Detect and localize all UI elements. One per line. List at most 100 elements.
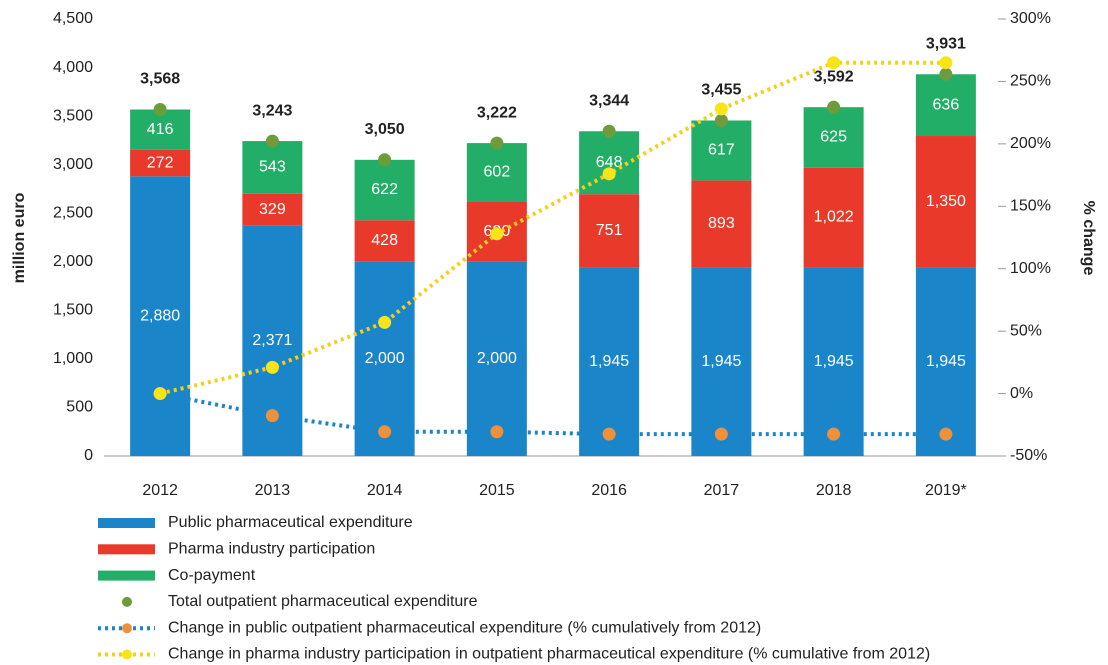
bar-segment [130, 109, 191, 150]
legend-label: Total outpatient pharmaceutical expendit… [168, 593, 478, 610]
y2-tick-label: 150% [1010, 198, 1051, 215]
bar-value-label: 622 [371, 181, 398, 198]
change-marker [378, 315, 392, 329]
total-marker [939, 67, 953, 81]
bar-value-label: 1,945 [926, 353, 966, 370]
y2-tick-label: 0% [1010, 385, 1033, 402]
bar-value-label: 648 [596, 154, 623, 171]
total-marker [265, 134, 279, 148]
bar-segment [803, 167, 864, 268]
bar-segment [691, 120, 752, 181]
y-tick-label: 2,500 [53, 204, 93, 221]
y-tick-label: 1,500 [53, 302, 93, 319]
bar-segment [242, 141, 303, 194]
change-marker [827, 427, 841, 441]
total-marker [378, 153, 392, 167]
change-marker [153, 387, 167, 401]
change-marker [265, 409, 279, 423]
bar-value-label: 625 [820, 129, 847, 146]
y2-tick-label: -50% [1010, 447, 1047, 464]
y-axis-title: million euro [11, 192, 28, 283]
total-label: 3,344 [589, 92, 629, 109]
bar-segment [130, 149, 191, 177]
legend-swatch [98, 544, 155, 555]
change-marker [490, 425, 504, 439]
bar-segment [803, 267, 864, 456]
bar-segment [691, 267, 752, 456]
x-tick-label: 2017 [704, 482, 740, 499]
bar-segment [579, 267, 640, 456]
total-marker [827, 100, 841, 114]
total-marker [714, 113, 728, 127]
bar-segment [354, 159, 415, 221]
bar-segment [354, 220, 415, 262]
legend-swatch [122, 596, 132, 607]
x-tick-label: 2013 [255, 482, 291, 499]
x-tick-label: 2014 [367, 482, 403, 499]
total-label: 3,243 [252, 102, 292, 119]
y2-tick-label: 200% [1010, 135, 1051, 152]
bar-segment [466, 143, 527, 202]
bar-value-label: 617 [708, 142, 735, 159]
change-marker [265, 360, 279, 374]
bar-value-label: 2,371 [252, 332, 292, 349]
total-label: 3,568 [140, 71, 180, 88]
y-tick-label: 3,000 [53, 156, 93, 173]
bar-segment [466, 261, 527, 456]
y-tick-label: 500 [66, 399, 93, 416]
y-tick-label: 4,000 [53, 59, 93, 76]
y2-tick-label: 250% [1010, 73, 1051, 90]
bar-value-label: 636 [933, 96, 960, 113]
y2-tick-label: 100% [1010, 260, 1051, 277]
x-tick-label: 2018 [816, 482, 852, 499]
total-label: 3,222 [477, 104, 517, 121]
change-marker [939, 427, 953, 441]
bar-value-label: 893 [708, 215, 735, 232]
bar-segment [915, 74, 976, 137]
bar-value-label: 1,945 [701, 353, 741, 370]
x-tick-label: 2015 [479, 482, 515, 499]
legend-label: Co-payment [168, 567, 256, 584]
bar-value-label: 751 [596, 222, 623, 239]
total-marker [602, 124, 616, 138]
x-tick-label: 2016 [591, 482, 627, 499]
bar-segment [579, 194, 640, 268]
bar-value-label: 602 [484, 164, 511, 181]
total-label: 3,931 [926, 35, 966, 52]
bar-value-label: 2,880 [140, 307, 180, 324]
bar-segment [915, 136, 976, 268]
bar-value-label: 1,350 [926, 193, 966, 210]
bar-value-label: 2,000 [365, 350, 405, 367]
change-line [159, 60, 946, 396]
legend-label: Pharma industry participation [168, 541, 375, 558]
total-label: 3,455 [701, 82, 741, 99]
y2-tick-label: 50% [1010, 322, 1042, 339]
change-marker [378, 425, 392, 439]
change-marker [827, 56, 841, 70]
y-tick-label: 3,500 [53, 107, 93, 124]
change-marker [939, 56, 953, 70]
total-label: 3,050 [365, 121, 405, 138]
total-marker [153, 103, 167, 117]
bar-segment [354, 261, 415, 456]
total-label: 3,592 [814, 68, 854, 85]
legend-label: Public pharmaceutical expenditure [168, 514, 413, 531]
total-marker [490, 136, 504, 150]
change-marker [714, 427, 728, 441]
y-tick-label: 1,000 [53, 350, 93, 367]
bar-value-label: 1,945 [814, 353, 854, 370]
y2-tick-label: 300% [1010, 10, 1051, 27]
bar-segment [915, 267, 976, 456]
y-tick-label: 4,500 [53, 10, 93, 27]
legend-swatch [122, 649, 132, 660]
bar-segment [803, 107, 864, 168]
change-marker [714, 102, 728, 116]
bar-segment [691, 180, 752, 268]
bar-value-label: 428 [371, 232, 398, 249]
legend-label: Change in public outpatient pharmaceutic… [168, 619, 761, 636]
legend-swatch [98, 518, 155, 528]
bar-value-label: 1,945 [589, 353, 629, 370]
legend-swatch [98, 570, 155, 581]
y2-axis-title: % change [1080, 201, 1097, 276]
